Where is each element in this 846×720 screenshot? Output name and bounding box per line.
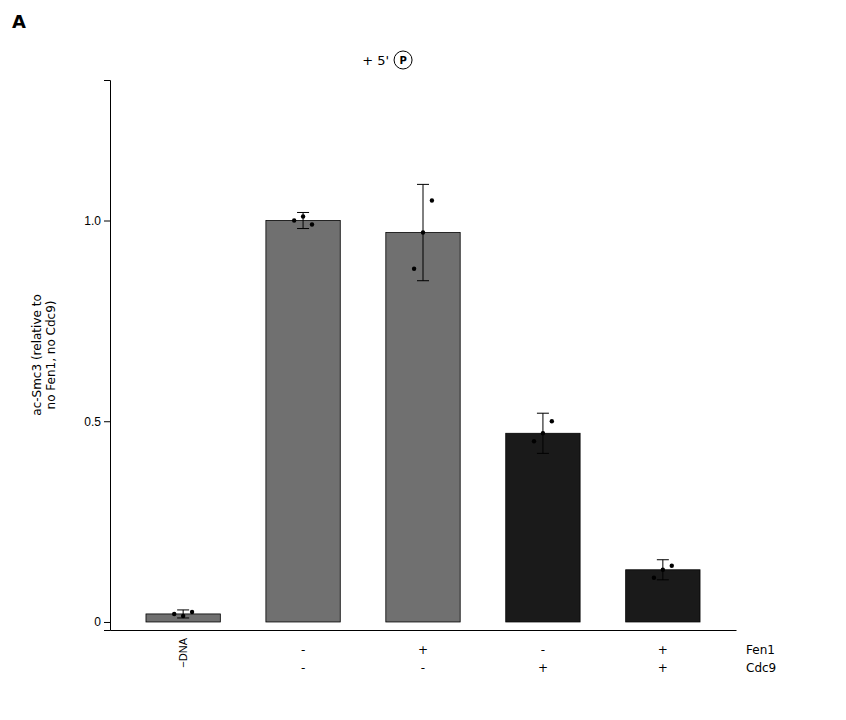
x-row-label: -	[301, 643, 305, 657]
bar	[146, 614, 220, 622]
x-row-label: +	[658, 661, 668, 675]
annotation: P	[399, 55, 406, 66]
y-axis: 0 0.5 1.0	[84, 81, 110, 631]
marks	[146, 184, 700, 622]
x-row-label: +	[658, 643, 668, 657]
x-row-label: +	[538, 661, 548, 675]
y-tick-label: 0	[94, 615, 101, 629]
error-bar-cap	[297, 228, 309, 229]
error-bar-cap	[537, 453, 549, 454]
error-bar-cap	[177, 609, 189, 610]
x-row-label: -	[301, 661, 305, 675]
point	[541, 431, 545, 435]
x-row-name: Cdc9	[746, 661, 776, 675]
x-row-label: -	[541, 643, 545, 657]
error-bar-cap	[297, 212, 309, 213]
error-bar	[297, 212, 309, 228]
bar	[266, 221, 340, 622]
point	[172, 612, 176, 616]
error-bar	[177, 610, 189, 618]
error-bar	[537, 413, 549, 453]
y-tick-mark	[104, 421, 110, 422]
point	[292, 218, 296, 222]
y-tick-mark	[104, 622, 110, 623]
point	[661, 568, 665, 572]
annotation: + 5'	[362, 53, 389, 68]
x-tick-label: −DNA	[177, 637, 189, 667]
error-bar-cap	[657, 579, 669, 580]
chart: A 0 0.5 1.0 ac-Smc3 (relative tono Fen1, no …	[0, 0, 846, 720]
point	[670, 564, 674, 568]
point	[310, 222, 314, 226]
y-axis-title: ac-Smc3 (relative tono Fen1, no Cdc9)	[30, 294, 58, 415]
y-tick-label: 0.5	[84, 415, 101, 429]
error-bar	[417, 184, 429, 280]
point	[421, 230, 425, 234]
plot: 0 0.5 1.0 ac-Smc3 (relative tono Fen1, no C…	[30, 51, 776, 675]
x-axis-line	[111, 630, 737, 631]
bar	[386, 233, 460, 622]
error-bar-cap	[417, 184, 429, 185]
point	[412, 266, 416, 270]
y-tick: 0	[94, 615, 110, 629]
point	[532, 439, 536, 443]
point	[550, 419, 554, 423]
error-bar-cap	[417, 280, 429, 281]
point	[430, 198, 434, 202]
x-row-name: Fen1	[746, 643, 775, 657]
x-tick: −DNA	[177, 630, 189, 668]
annotation-circle	[394, 51, 412, 69]
y-tick: 0.5	[84, 415, 110, 429]
y-tick-mark	[104, 221, 110, 222]
y-tick-label: 1.0	[84, 214, 101, 228]
x-row-label: +	[418, 643, 428, 657]
point	[190, 610, 194, 614]
point	[181, 614, 185, 618]
error-bar-cap	[537, 413, 549, 414]
panel-label: A	[12, 11, 26, 32]
bar	[506, 433, 580, 622]
x-row-label: -	[421, 661, 425, 675]
error-bar	[657, 560, 669, 580]
y-tick: 1.0	[84, 214, 110, 228]
point	[652, 576, 656, 580]
point	[301, 214, 305, 218]
y-axis-line	[104, 81, 111, 631]
error-bar-cap	[657, 559, 669, 560]
